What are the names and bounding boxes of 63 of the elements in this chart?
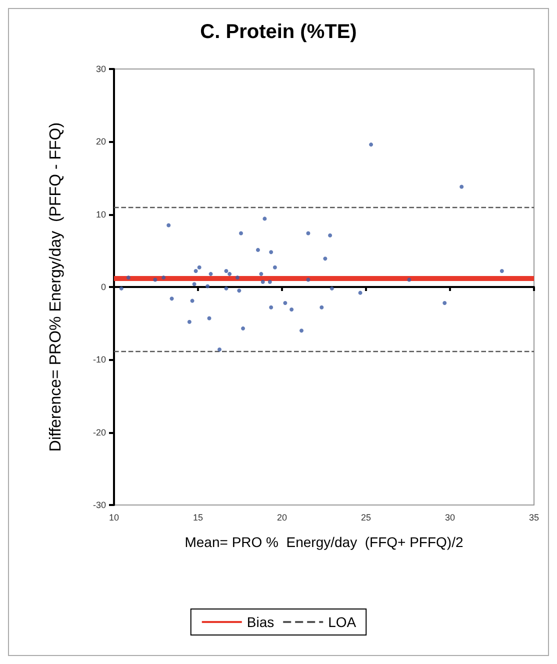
legend-label: LOA bbox=[328, 614, 357, 630]
point bbox=[358, 290, 362, 295]
x-tick-label: 30 bbox=[444, 512, 456, 522]
y-tick-label: -30 bbox=[92, 500, 106, 510]
point bbox=[194, 269, 198, 274]
point bbox=[235, 276, 240, 280]
point bbox=[224, 286, 228, 290]
point bbox=[268, 280, 272, 284]
point bbox=[323, 256, 328, 261]
point bbox=[207, 316, 212, 320]
x-tick-label: 20 bbox=[276, 512, 288, 522]
x-tick-label: 15 bbox=[192, 512, 204, 522]
y-axis-title: Difference= PRO% Energy/day (PFFQ - FFQ) bbox=[48, 122, 64, 452]
point bbox=[328, 233, 332, 238]
point bbox=[228, 272, 232, 276]
point bbox=[460, 184, 464, 189]
point bbox=[239, 231, 244, 236]
point bbox=[170, 296, 174, 301]
point bbox=[166, 223, 171, 228]
point bbox=[260, 280, 265, 284]
point bbox=[237, 288, 242, 293]
point bbox=[190, 298, 194, 303]
legend-label: Bias bbox=[246, 614, 274, 630]
point bbox=[218, 347, 222, 352]
point bbox=[369, 142, 374, 147]
point bbox=[224, 269, 228, 274]
point bbox=[192, 282, 196, 286]
point bbox=[269, 250, 274, 254]
y-tick-label: 30 bbox=[96, 64, 106, 74]
point bbox=[320, 305, 324, 310]
point bbox=[126, 276, 130, 280]
y-tick-label: -10 bbox=[92, 354, 106, 365]
point bbox=[442, 300, 447, 305]
point bbox=[500, 269, 504, 274]
point bbox=[283, 300, 288, 305]
point bbox=[259, 272, 264, 276]
point bbox=[119, 286, 124, 290]
point bbox=[407, 278, 412, 282]
point bbox=[208, 272, 213, 276]
point bbox=[306, 231, 310, 236]
y-tick-label: 20 bbox=[96, 136, 106, 147]
x-tick-label: 25 bbox=[360, 512, 372, 522]
point bbox=[206, 284, 210, 288]
point bbox=[299, 328, 304, 333]
x-tick-label: 10 bbox=[108, 512, 120, 522]
y-tick-label: 10 bbox=[96, 209, 106, 220]
point bbox=[256, 248, 260, 252]
x-tick-label: 35 bbox=[528, 512, 540, 522]
point bbox=[187, 320, 192, 324]
point bbox=[241, 326, 246, 330]
point bbox=[269, 305, 274, 310]
point bbox=[197, 265, 202, 270]
point bbox=[262, 216, 267, 221]
x-axis-title: Mean= PRO % Energy/day (FFQ+ PFFQ)/2 bbox=[184, 534, 464, 550]
point bbox=[153, 278, 158, 282]
point bbox=[162, 276, 166, 280]
y-tick-label: -20 bbox=[92, 427, 106, 438]
point bbox=[330, 286, 334, 290]
chart-title: C. Protein (%TE) bbox=[200, 21, 357, 43]
point bbox=[290, 308, 294, 312]
y-tick-label: 0 bbox=[100, 282, 106, 292]
point bbox=[306, 278, 310, 282]
point bbox=[272, 265, 277, 270]
